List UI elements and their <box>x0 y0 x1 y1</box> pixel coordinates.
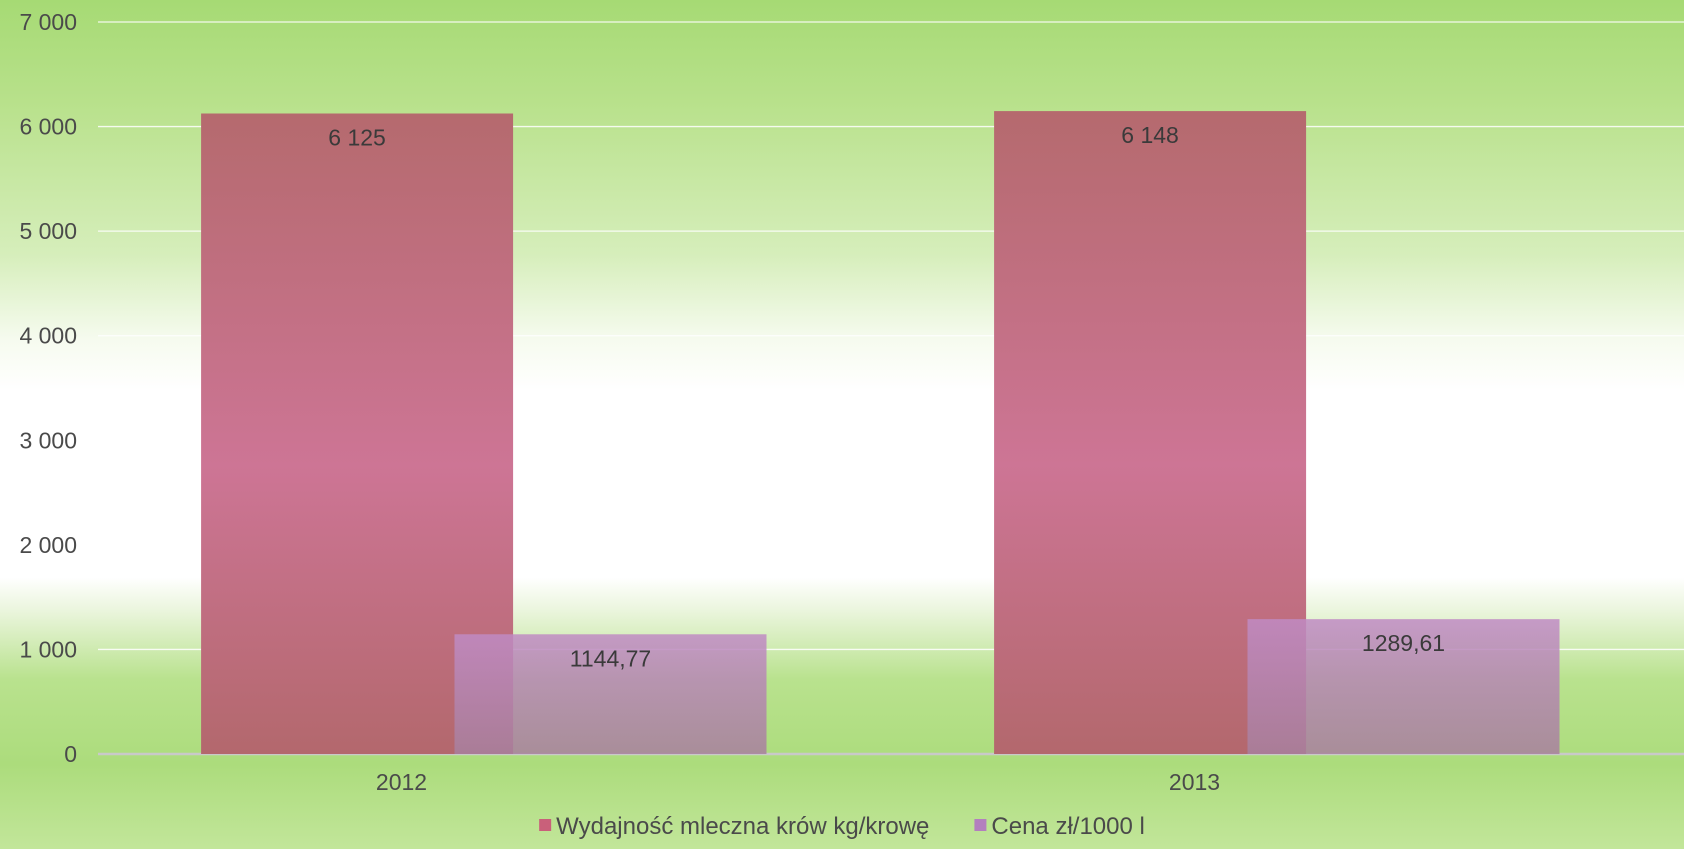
data-label: 1144,77 <box>570 645 651 671</box>
x-axis: 2012 2013 <box>376 769 1220 795</box>
y-tick-label: 6 000 <box>19 114 77 140</box>
y-tick-label: 1 000 <box>19 636 77 662</box>
legend: Wydajność mleczna krów kg/krowę Cena zł/1… <box>539 813 1145 840</box>
legend-swatch <box>974 819 987 831</box>
y-tick-label: 7 000 <box>19 9 77 35</box>
data-labels: 6 125 1144,77 6 148 1289,61 <box>328 122 1445 671</box>
legend-item: Cena zł/1000 l <box>974 813 1145 840</box>
data-label: 1289,61 <box>1362 630 1445 656</box>
y-tick-label: 5 000 <box>19 218 77 244</box>
bar-price-2012 <box>454 634 767 754</box>
legend-label: Wydajność mleczna krów kg/krowę <box>556 813 929 840</box>
y-axis: 0 1 000 2 000 3 000 4 000 5 000 6 000 7 000 <box>19 9 77 767</box>
x-tick-label: 2013 <box>1169 769 1220 795</box>
x-tick-label: 2012 <box>376 769 427 795</box>
bars <box>201 111 1560 755</box>
legend-label: Cena zł/1000 l <box>991 813 1144 840</box>
y-tick-label: 0 <box>64 741 77 767</box>
legend-item: Wydajność mleczna krów kg/krowę <box>539 813 929 840</box>
y-tick-label: 2 000 <box>19 532 77 558</box>
y-tick-label: 4 000 <box>19 323 77 349</box>
bar-price-2013 <box>1247 619 1560 754</box>
data-label: 6 148 <box>1121 122 1179 148</box>
legend-swatch <box>539 819 552 831</box>
y-tick-label: 3 000 <box>19 427 77 453</box>
data-label: 6 125 <box>328 125 386 151</box>
